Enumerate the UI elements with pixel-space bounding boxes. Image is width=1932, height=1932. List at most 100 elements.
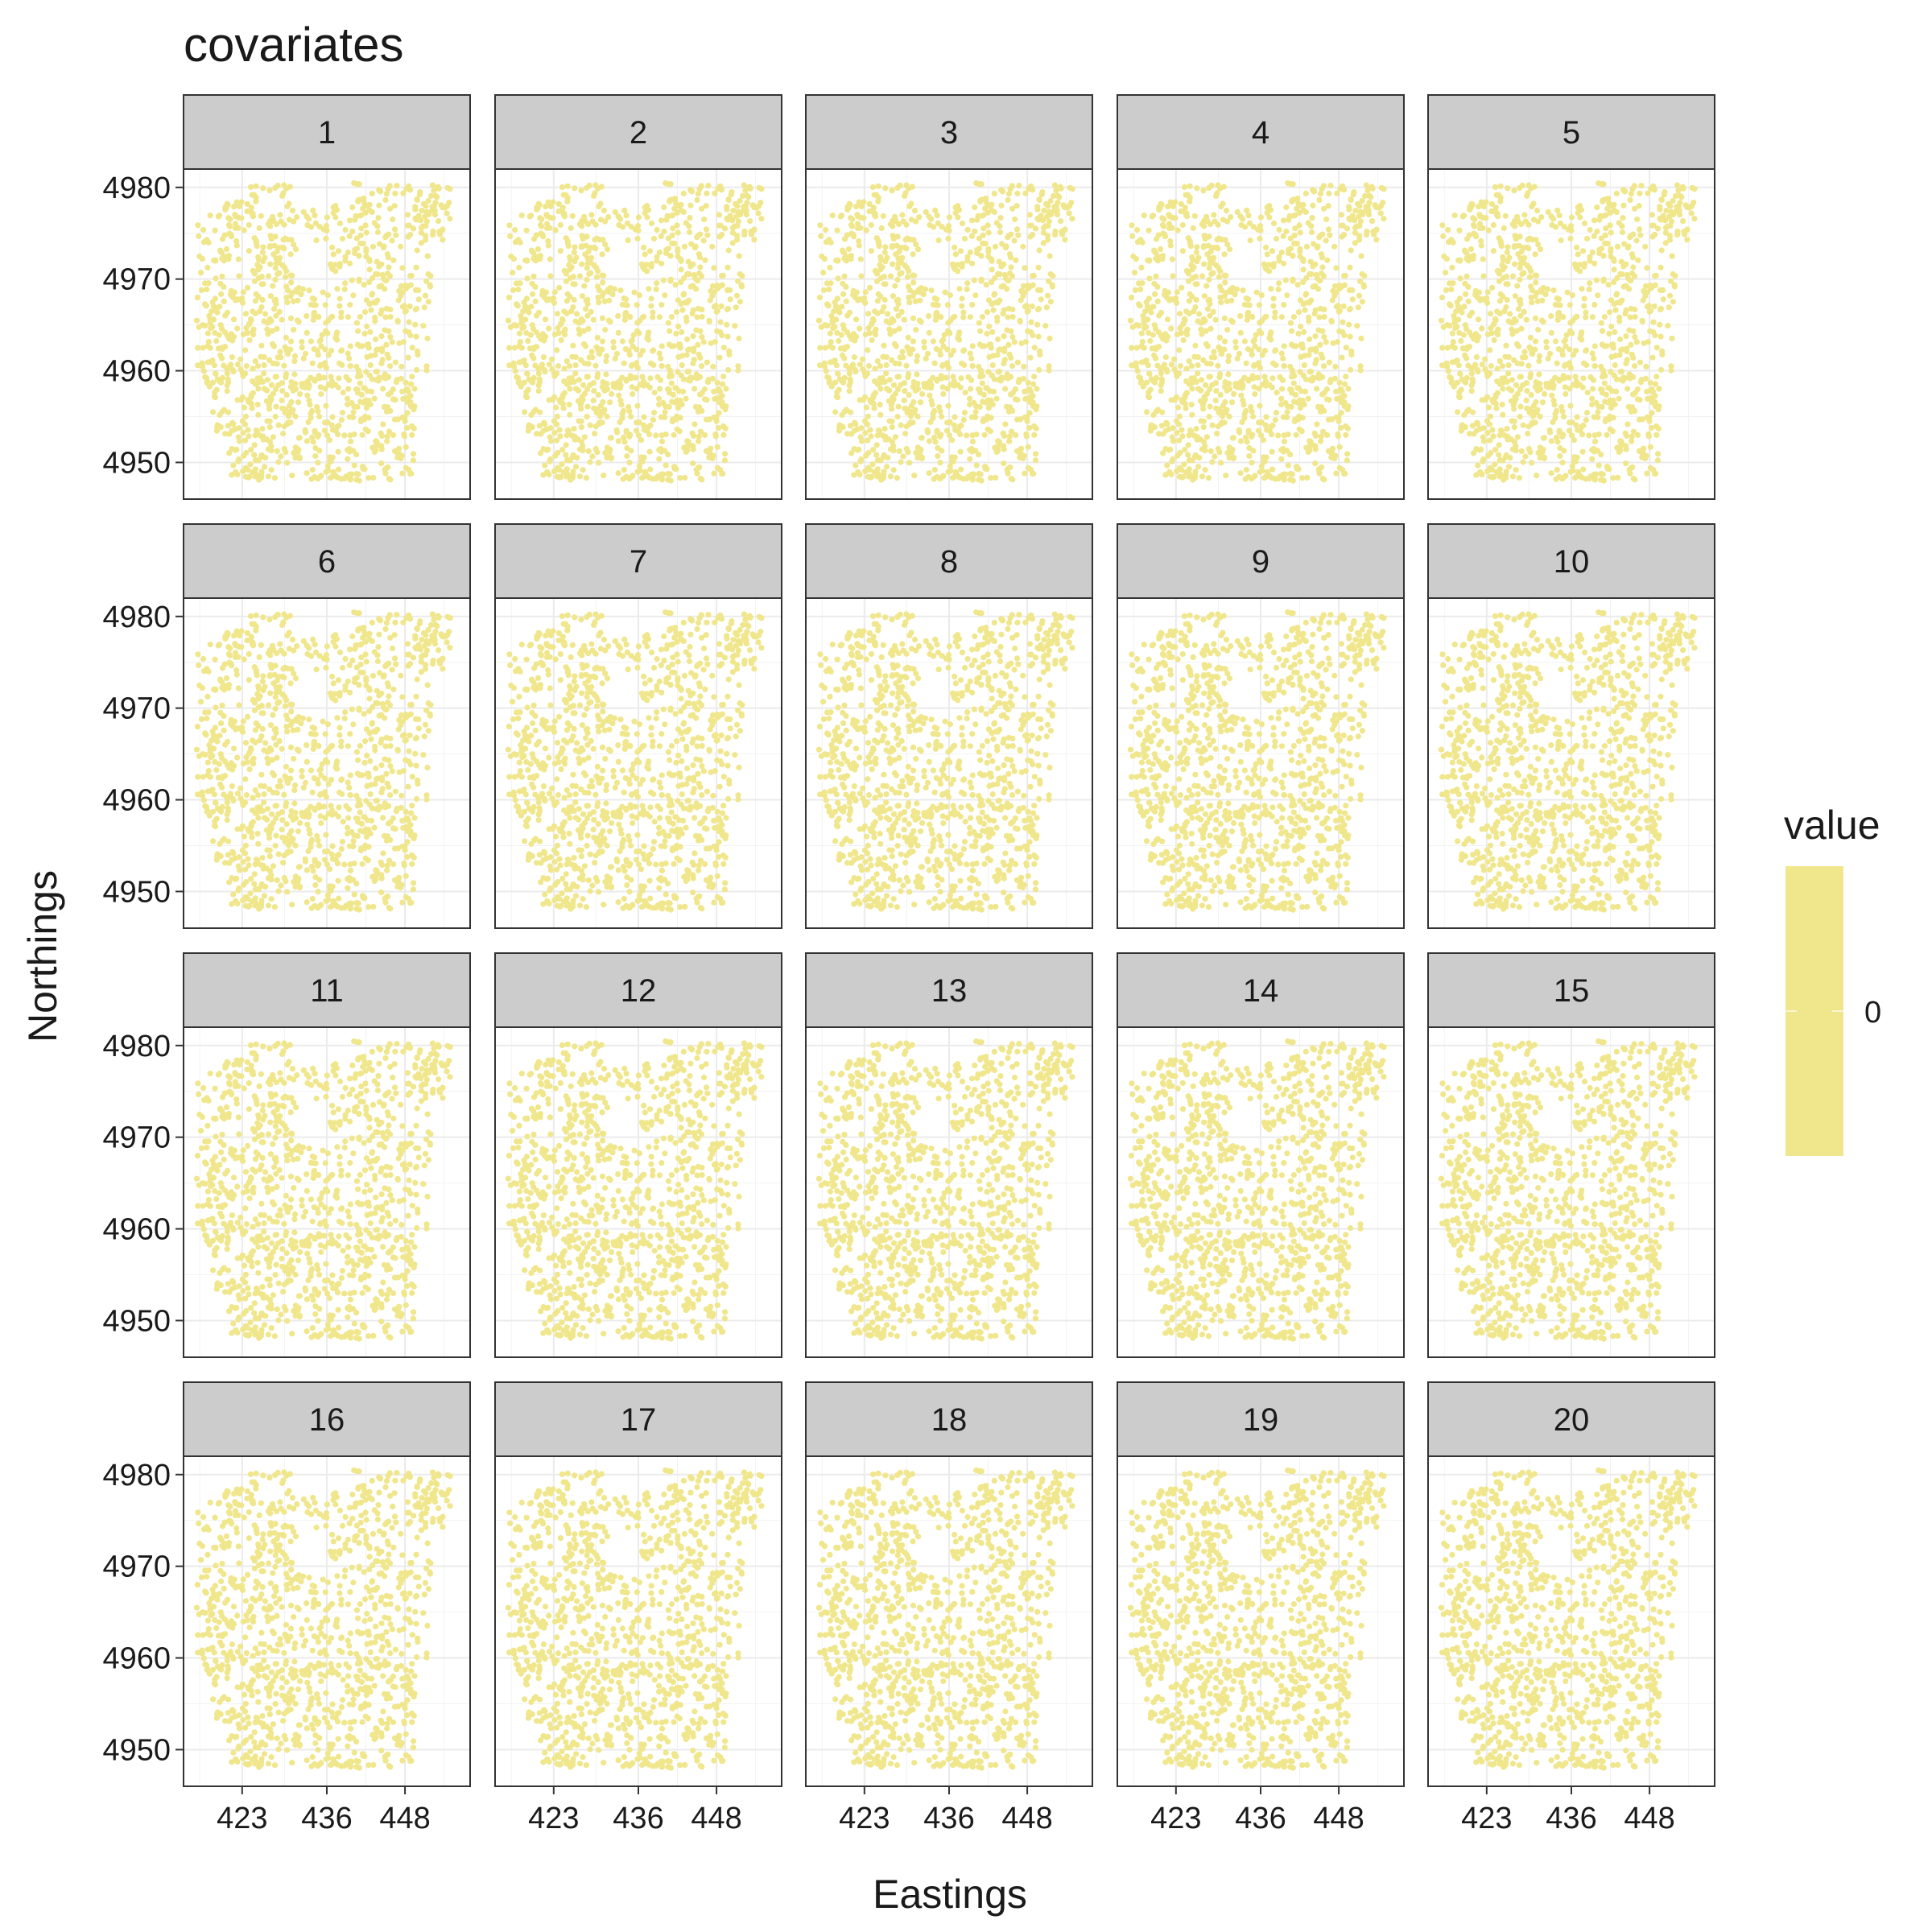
data-point bbox=[1153, 326, 1158, 332]
data-point bbox=[697, 264, 703, 270]
data-point bbox=[248, 447, 254, 452]
data-point bbox=[964, 258, 970, 263]
data-point bbox=[291, 388, 296, 394]
data-point bbox=[982, 241, 988, 246]
data-point bbox=[894, 475, 900, 481]
data-point bbox=[1537, 353, 1542, 359]
data-point bbox=[730, 208, 736, 213]
data-point bbox=[390, 339, 395, 345]
data-point bbox=[1274, 236, 1279, 242]
data-point bbox=[1598, 452, 1604, 457]
data-point bbox=[1314, 357, 1319, 362]
data-point bbox=[564, 358, 570, 364]
data-point bbox=[940, 384, 946, 390]
data-point bbox=[295, 399, 301, 405]
data-point bbox=[654, 227, 660, 233]
data-point bbox=[1319, 374, 1324, 380]
data-point bbox=[918, 399, 923, 405]
data-point bbox=[1303, 445, 1309, 451]
data-point bbox=[959, 361, 964, 366]
data-point bbox=[1358, 336, 1364, 341]
data-point bbox=[546, 326, 551, 332]
data-point bbox=[709, 456, 715, 461]
data-point bbox=[958, 467, 964, 473]
data-point bbox=[1550, 385, 1556, 390]
data-point bbox=[380, 421, 386, 427]
data-point bbox=[323, 236, 328, 242]
data-point bbox=[882, 297, 888, 303]
data-point bbox=[1591, 217, 1597, 223]
data-point bbox=[713, 303, 719, 308]
data-point bbox=[194, 318, 200, 324]
data-point bbox=[931, 302, 936, 308]
data-point bbox=[410, 345, 415, 350]
data-point bbox=[1184, 327, 1190, 332]
data-point bbox=[708, 288, 713, 294]
data-point bbox=[1009, 363, 1015, 369]
data-point bbox=[1019, 341, 1025, 346]
data-point bbox=[985, 414, 990, 419]
data-point bbox=[522, 316, 528, 322]
data-point bbox=[572, 250, 577, 255]
data-point bbox=[556, 201, 562, 207]
data-point bbox=[1205, 306, 1211, 312]
data-point bbox=[445, 185, 451, 191]
data-point bbox=[1223, 410, 1228, 415]
data-point bbox=[930, 375, 935, 381]
data-point bbox=[1169, 361, 1174, 367]
data-point bbox=[325, 292, 331, 298]
data-point bbox=[620, 338, 625, 344]
data-point bbox=[902, 245, 907, 250]
data-point bbox=[717, 184, 723, 189]
data-point bbox=[212, 390, 217, 395]
data-point bbox=[1348, 197, 1354, 203]
data-point bbox=[1269, 449, 1275, 455]
data-point bbox=[967, 396, 972, 402]
data-point bbox=[385, 352, 390, 357]
data-point bbox=[1656, 386, 1662, 391]
data-point bbox=[1026, 444, 1031, 450]
data-point bbox=[1298, 405, 1303, 411]
data-point bbox=[835, 228, 840, 233]
data-point bbox=[720, 374, 726, 379]
data-point bbox=[224, 246, 229, 252]
data-point bbox=[1223, 473, 1228, 478]
data-point bbox=[200, 345, 206, 351]
data-point bbox=[1050, 284, 1055, 290]
data-point bbox=[196, 324, 202, 330]
data-point bbox=[1174, 374, 1179, 379]
data-point bbox=[1268, 286, 1274, 291]
data-point bbox=[720, 471, 725, 477]
data-point bbox=[656, 396, 662, 402]
data-point bbox=[592, 363, 598, 369]
data-point bbox=[690, 431, 696, 436]
data-point bbox=[368, 362, 374, 368]
data-point bbox=[1237, 313, 1243, 319]
data-point bbox=[1046, 336, 1052, 341]
data-point bbox=[970, 343, 976, 349]
data-point bbox=[1281, 363, 1286, 369]
data-point bbox=[1505, 370, 1511, 376]
data-point bbox=[929, 402, 935, 407]
data-point bbox=[848, 202, 853, 208]
data-point bbox=[238, 199, 244, 204]
data-point bbox=[896, 404, 902, 410]
data-point bbox=[1243, 408, 1249, 414]
data-point bbox=[1319, 264, 1325, 270]
data-point bbox=[423, 293, 428, 299]
data-point bbox=[702, 432, 708, 438]
data-point bbox=[964, 280, 970, 286]
data-point bbox=[852, 428, 857, 434]
data-point bbox=[1046, 368, 1051, 374]
data-point bbox=[1209, 183, 1215, 188]
data-point bbox=[526, 310, 531, 316]
data-point bbox=[1218, 299, 1224, 305]
data-point bbox=[1135, 239, 1141, 245]
data-point bbox=[723, 407, 729, 412]
data-point bbox=[1005, 197, 1010, 203]
data-point bbox=[863, 332, 869, 337]
data-point bbox=[1364, 182, 1369, 188]
data-point bbox=[304, 222, 310, 228]
data-point bbox=[1337, 380, 1343, 386]
data-point bbox=[237, 357, 243, 362]
